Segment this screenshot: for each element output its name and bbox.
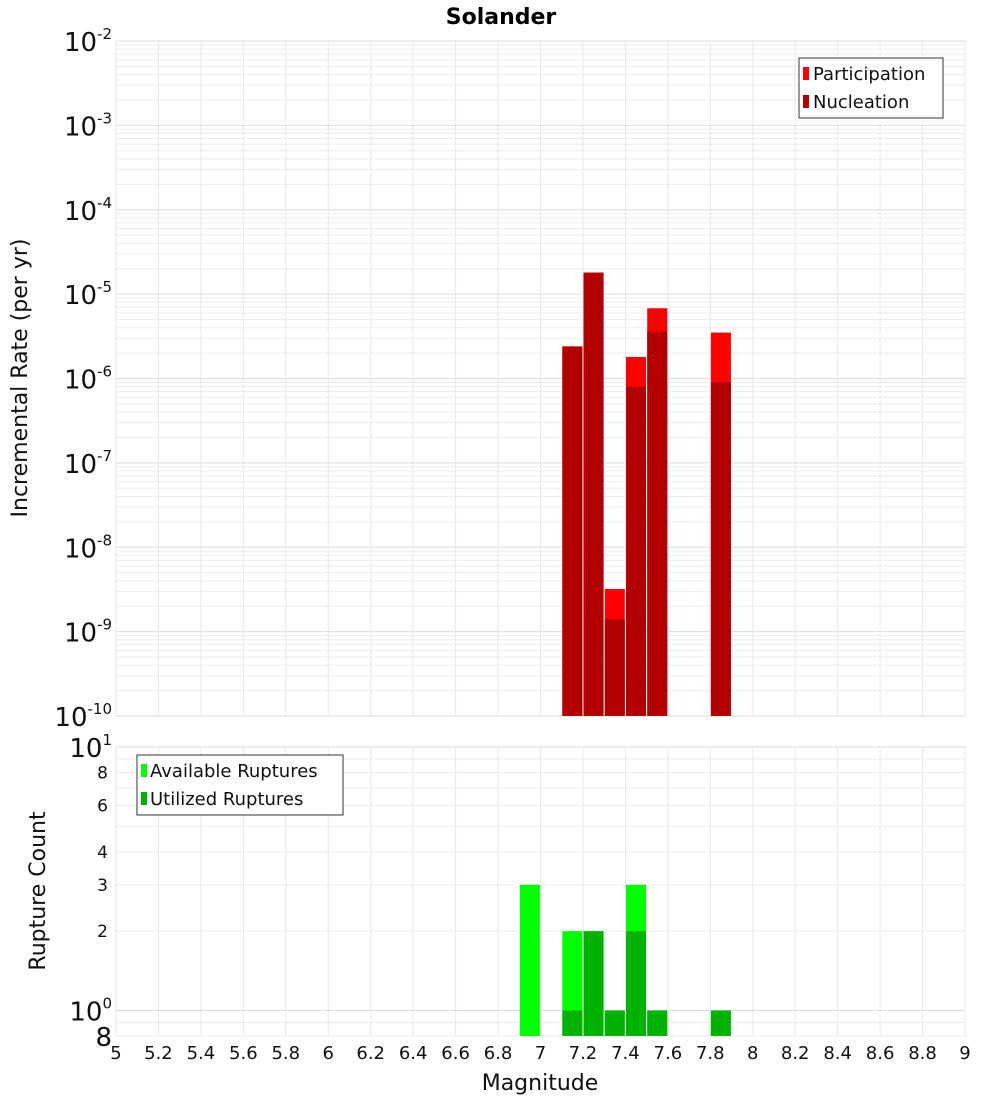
rate-nucleation-bar [647, 331, 668, 716]
bottom-y-minor-tick-label: 2 [97, 922, 108, 942]
participation-legend-label: Participation [813, 64, 925, 85]
top-grid [115, 40, 966, 717]
top-y-tick-labels: 10-2 10-3 10-4 10-5 10-6 10-7 10-8 10-9 10-10 [54, 25, 112, 733]
available-ruptures-legend-label: Available Ruptures [150, 761, 318, 782]
x-tick-label: 8.6 [866, 1043, 895, 1064]
nucleation-legend-label: Nucleation [813, 92, 909, 113]
x-tick-label: 5.8 [271, 1043, 300, 1064]
bottom-y-minor-tick-label: 3 [97, 876, 108, 896]
x-tick-label: 6 [323, 1043, 334, 1064]
top-bars [562, 272, 731, 716]
top-y-tick-label: 10-9 [64, 616, 112, 649]
utilized-ruptures-legend-swatch [141, 792, 147, 805]
x-tick-label: 5.4 [187, 1043, 216, 1064]
count-utilized-ruptures-bar [626, 931, 647, 1036]
count-available-ruptures-bar [562, 931, 583, 1036]
rate-nucleation-bar [583, 272, 604, 716]
x-tick-label: 7.4 [611, 1043, 640, 1064]
top-y-tick-label: 10-5 [64, 278, 112, 311]
count-available-ruptures-bar [519, 884, 540, 1036]
count-utilized-ruptures-bar [710, 1010, 731, 1036]
x-tick-labels: 5 5.2 5.4 5.6 5.8 6 6.2 6.4 6.6 6.8 7 7.2 7.4 7.6 7.8 8… [110, 1043, 970, 1064]
nucleation-legend-swatch [803, 95, 809, 108]
top-y-tick-label: 10-6 [64, 363, 112, 396]
bottom-y-tick-label: 101 [69, 731, 112, 764]
top-legend: Participation Nucleation [798, 57, 944, 119]
x-tick-label: 6.8 [484, 1043, 513, 1064]
chart-title: Solander [446, 5, 557, 30]
x-tick-label: 7.8 [696, 1043, 725, 1064]
rate-nucleation-bar [562, 346, 583, 716]
count-utilized-ruptures-bar [604, 1010, 625, 1036]
bottom-y-tick-label: 100 [69, 994, 112, 1027]
top-y-tick-label: 10-7 [64, 447, 112, 480]
bottom-y-minor-tick-label: 6 [97, 796, 108, 816]
x-tick-label: 8.2 [781, 1043, 810, 1064]
x-tick-label: 6.6 [441, 1043, 470, 1064]
rate-nucleation-bar [626, 386, 647, 716]
x-tick-label: 5.6 [229, 1043, 258, 1064]
top-y-tick-label: 10-2 [64, 25, 112, 58]
x-tick-label: 6.4 [399, 1043, 428, 1064]
bottom-bars [519, 884, 731, 1036]
bottom-y-axis-title: Rupture Count [26, 811, 51, 971]
top-legend-box [798, 57, 944, 119]
x-tick-label: 5 [110, 1043, 121, 1064]
top-y-axis-title: Incremental Rate (per yr) [8, 239, 33, 518]
utilized-ruptures-legend-label: Utilized Ruptures [150, 789, 303, 810]
rate-nucleation-bar [604, 619, 625, 716]
top-y-tick-label: 10-8 [64, 531, 112, 564]
x-tick-label: 8 [747, 1043, 758, 1064]
rate-nucleation-bar [710, 382, 731, 716]
top-y-tick-label: 10-4 [64, 194, 112, 227]
bottom-y-tick-label: 8 [95, 1023, 112, 1053]
count-utilized-ruptures-bar [583, 931, 604, 1036]
top-plot-panel: 10-2 10-3 10-4 10-5 10-6 10-7 10-8 10-9 10-10 In… [8, 25, 966, 733]
x-tick-label: 7.2 [569, 1043, 598, 1064]
x-tick-label: 8.4 [823, 1043, 852, 1064]
x-tick-label: 5.2 [144, 1043, 173, 1064]
available-ruptures-legend-swatch [141, 764, 147, 777]
x-axis-title: Magnitude [482, 1071, 599, 1096]
top-y-tick-label: 10-3 [64, 109, 112, 142]
top-y-tick-label: 10-10 [54, 700, 112, 733]
x-tick-label: 6.2 [356, 1043, 385, 1064]
bottom-legend: Available Ruptures Utilized Ruptures [136, 754, 344, 816]
bottom-legend-box [136, 754, 344, 816]
x-tick-label: 7 [535, 1043, 546, 1064]
x-tick-label: 9 [959, 1043, 970, 1064]
participation-legend-swatch [803, 67, 809, 80]
x-tick-label: 7.6 [654, 1043, 683, 1064]
x-tick-label: 8.8 [908, 1043, 937, 1064]
bottom-y-minor-tick-label: 8 [97, 764, 108, 784]
bottom-y-minor-tick-label: 4 [97, 843, 108, 863]
count-utilized-ruptures-bar [647, 1010, 668, 1036]
count-utilized-ruptures-bar [562, 1010, 583, 1036]
